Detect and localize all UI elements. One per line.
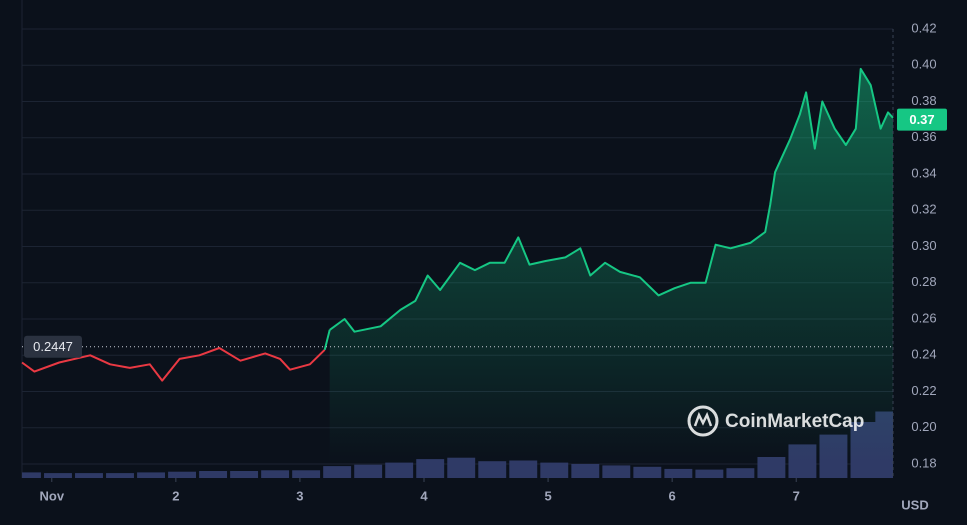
volume-bar — [726, 468, 755, 478]
y-tick-label: 0.24 — [911, 347, 936, 362]
volume-bar — [22, 472, 41, 478]
watermark: CoinMarketCap — [687, 405, 864, 437]
baseline-tag — [24, 335, 82, 358]
x-tick-label: 4 — [420, 488, 428, 503]
volume-bar — [106, 473, 134, 478]
x-tick-label: 2 — [172, 488, 179, 503]
x-tick-label: Nov — [39, 488, 64, 503]
volume-bar — [695, 469, 724, 478]
x-tick-label: 7 — [793, 488, 800, 503]
y-tick-label: 0.40 — [911, 57, 936, 72]
area-fill — [329, 68, 893, 465]
y-tick-label: 0.28 — [911, 274, 936, 289]
price-line — [21, 347, 326, 382]
x-tick-label: 6 — [669, 488, 676, 503]
y-tick-label: 0.20 — [911, 419, 936, 434]
volume-bar — [664, 468, 693, 478]
y-tick-label: 0.34 — [911, 165, 936, 180]
x-tick-label: 3 — [296, 488, 303, 503]
volume-bar — [75, 473, 103, 478]
volume-bar — [323, 466, 352, 478]
x-tick-label: 5 — [544, 488, 551, 503]
volume-bar — [354, 464, 383, 478]
volume-bar — [44, 473, 72, 478]
volume-bar — [478, 461, 507, 478]
volume-bar — [292, 470, 321, 478]
volume-bar — [168, 471, 197, 478]
y-tick-label: 0.26 — [911, 310, 936, 325]
volume-bar — [230, 471, 259, 478]
y-tick-label: 0.18 — [911, 455, 936, 470]
volume-bar — [571, 464, 600, 478]
y-tick-label: 0.42 — [911, 20, 936, 35]
y-tick-label: 0.22 — [911, 383, 936, 398]
y-tick-label: 0.30 — [911, 238, 936, 253]
line-connector — [323, 329, 331, 351]
price-tag — [897, 108, 947, 131]
price-line — [329, 67, 894, 333]
y-tick-label: 0.38 — [911, 93, 936, 108]
volume-bar — [540, 462, 569, 478]
currency-label: USD — [901, 497, 928, 512]
volume-bar — [199, 471, 228, 478]
baseline-label: 0.2447 — [33, 339, 73, 354]
price-tag-label: 0.37 — [909, 112, 934, 127]
y-tick-label: 0.32 — [911, 202, 936, 217]
volume-bar — [602, 465, 631, 478]
volume-bar — [137, 472, 165, 478]
volume-bar — [261, 470, 290, 478]
y-tick-label: 0.36 — [911, 129, 936, 144]
volume-bar — [385, 462, 414, 478]
volume-bar — [509, 460, 538, 478]
volume-bar — [633, 466, 662, 478]
watermark-text: CoinMarketCap — [725, 411, 864, 432]
